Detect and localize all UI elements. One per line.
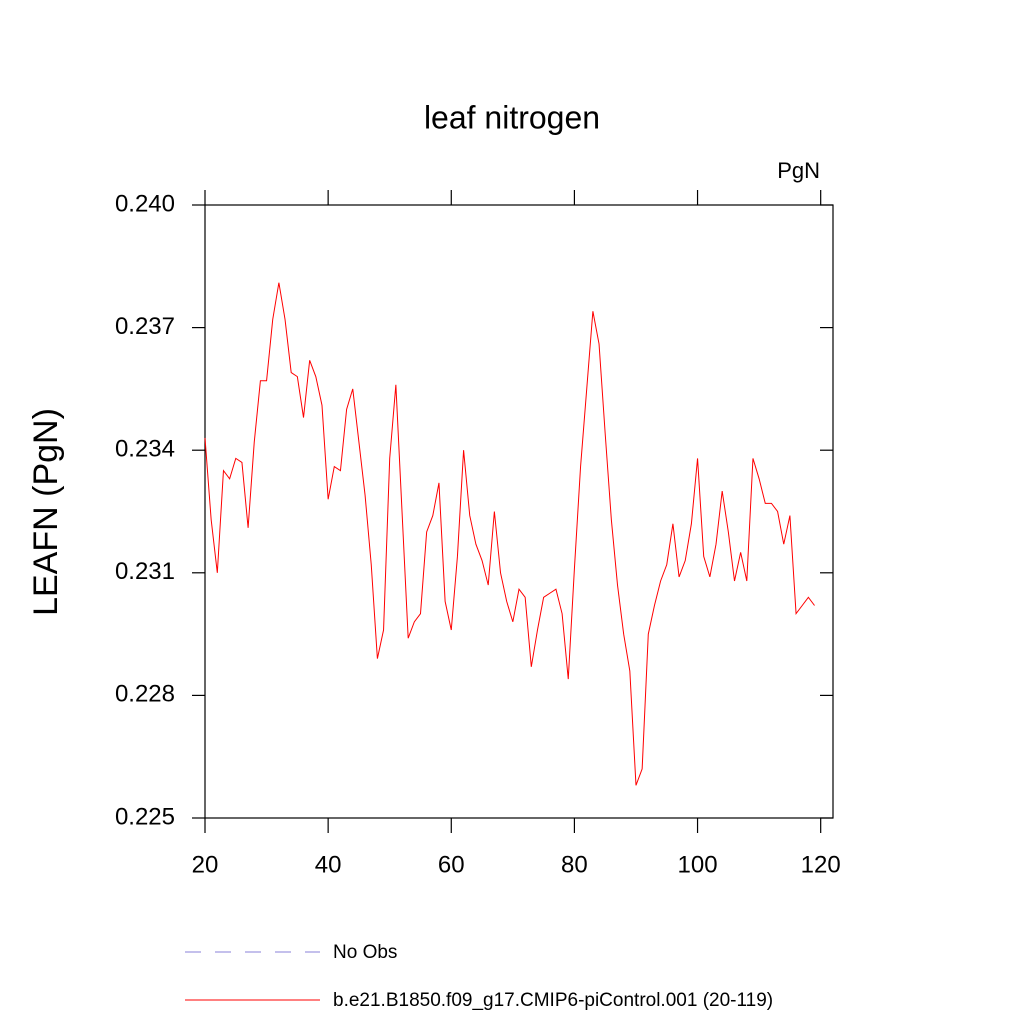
chart-title: leaf nitrogen: [424, 99, 600, 135]
units-label: PgN: [777, 158, 820, 183]
data-line: [204, 282, 815, 786]
x-tick-label: 20: [192, 851, 219, 878]
y-tick-label: 0.231: [115, 558, 175, 585]
x-tick-label: 100: [678, 851, 718, 878]
x-tick-label: 120: [801, 851, 841, 878]
legend-label: No Obs: [333, 942, 397, 963]
y-tick-label: 0.240: [115, 190, 175, 217]
y-tick-label: 0.228: [115, 681, 175, 708]
x-tick-label: 60: [438, 851, 465, 878]
legend-label: b.e21.B1850.f09_g17.CMIP6-piControl.001 …: [333, 990, 773, 1011]
y-tick-label: 0.234: [115, 436, 175, 463]
y-axis-label: LEAFN (PgN): [27, 408, 65, 616]
plot-frame: [204, 204, 834, 819]
y-tick-label: 0.225: [115, 803, 175, 830]
x-tick-label: 40: [315, 851, 342, 878]
x-tick-label: 80: [561, 851, 588, 878]
y-tick-label: 0.237: [115, 313, 175, 340]
